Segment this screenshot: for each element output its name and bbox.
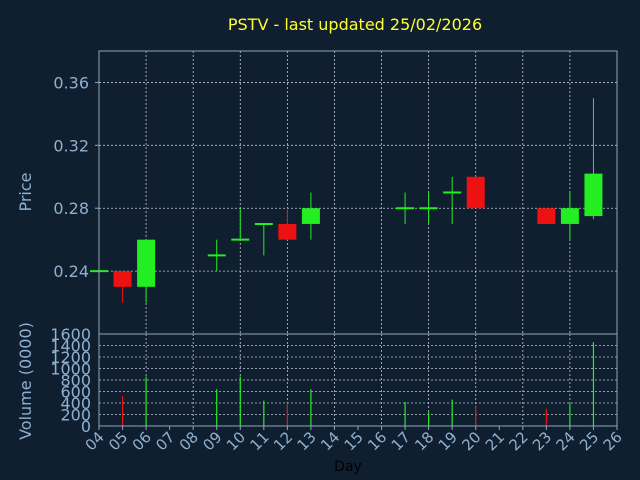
volume-axis-label: Volume (0000) <box>16 322 35 440</box>
candle-body <box>560 208 579 224</box>
price-tick-label: 0.24 <box>53 262 89 281</box>
x-tick-label: 21 <box>482 428 508 454</box>
x-axis-label: Day <box>334 459 362 475</box>
x-tick-label: 13 <box>294 428 320 454</box>
x-tick-label: 14 <box>317 428 343 454</box>
x-tick-label: 08 <box>176 428 202 454</box>
volume-tick-label: 400 <box>60 394 91 413</box>
price-panel: 0.24 0.28 0.32 0.36 <box>53 50 618 335</box>
x-tick-label: 11 <box>246 428 272 454</box>
x-tick-label: 07 <box>152 428 178 454</box>
x-tick-label: 12 <box>270 428 296 454</box>
volume-tick-label: 600 <box>60 383 91 402</box>
volume-tick-label: 0 <box>81 417 91 436</box>
x-tick-label: 09 <box>199 428 225 454</box>
candle-body <box>278 223 297 240</box>
x-tick-label: 19 <box>435 428 461 454</box>
x-tick-label: 22 <box>505 428 531 454</box>
volume-tick-label: 1400 <box>50 337 91 356</box>
x-tick-label: 26 <box>600 428 626 454</box>
price-frame <box>98 50 618 335</box>
x-tick-label: 25 <box>576 428 602 454</box>
candle-body <box>137 239 156 287</box>
price-tick-label: 0.36 <box>53 73 89 92</box>
x-tick-label: 17 <box>388 428 414 454</box>
x-tick-label: 06 <box>129 428 155 454</box>
volume-tick-label: 800 <box>60 371 91 390</box>
x-tick-label: 05 <box>105 428 131 454</box>
volume-tick-label: 1000 <box>50 360 91 379</box>
x-tick-label: 23 <box>529 428 555 454</box>
candle-body <box>537 208 556 224</box>
volume-tick-label: 1200 <box>50 348 91 367</box>
volume-tick-label: 200 <box>60 406 91 425</box>
price-tick-label: 0.32 <box>53 136 89 155</box>
candle-body <box>584 173 603 217</box>
price-axis-label: Price <box>16 172 35 211</box>
volume-tick-label: 1600 <box>50 325 91 344</box>
x-tick-label: 16 <box>364 428 390 454</box>
candle-body <box>301 208 320 224</box>
price-tick-label: 0.28 <box>53 199 89 218</box>
x-tick-label: 20 <box>458 428 484 454</box>
x-tick-label: 18 <box>411 428 437 454</box>
x-tick-label: 10 <box>223 428 249 454</box>
x-tick-label: 15 <box>341 428 367 454</box>
candle-body <box>113 271 132 287</box>
x-tick-label: 24 <box>553 428 579 454</box>
volume-panel: 0200400600800100012001400160004050607080… <box>50 325 626 454</box>
candle-body <box>466 176 485 209</box>
chart-title: PSTV - last updated 25/02/2026 <box>228 15 482 34</box>
